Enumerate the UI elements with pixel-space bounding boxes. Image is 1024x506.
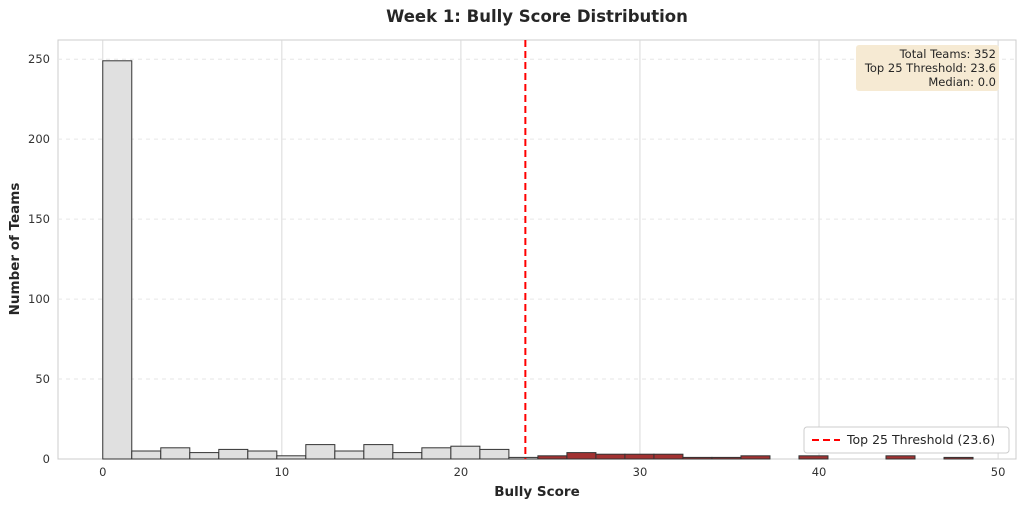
x-tick-label: 30 bbox=[633, 465, 648, 479]
histogram-bar-highlight bbox=[798, 455, 829, 460]
histogram-bar bbox=[334, 450, 365, 460]
y-tick-label: 50 bbox=[35, 372, 50, 386]
histogram-bar bbox=[363, 444, 394, 460]
y-axis-title: Number of Teams bbox=[7, 183, 23, 316]
stats-box-background bbox=[856, 45, 999, 91]
histogram-bar bbox=[276, 455, 307, 460]
plot-area bbox=[57, 39, 1017, 460]
histogram-bar bbox=[421, 447, 452, 460]
stats-line-total: Total Teams: 352 bbox=[899, 47, 996, 61]
histogram-bar-highlight bbox=[943, 456, 974, 460]
x-axis-title: Bully Score bbox=[494, 484, 579, 500]
stats-line-median: Median: 0.0 bbox=[928, 75, 996, 89]
x-tick-labels: 0 10 20 30 40 50 bbox=[99, 465, 1005, 479]
histogram-bar bbox=[218, 448, 249, 460]
histogram-bar bbox=[160, 447, 191, 460]
histogram-bar bbox=[189, 452, 220, 460]
histogram-bar-highlight bbox=[624, 453, 655, 460]
histogram-bar bbox=[102, 60, 133, 460]
histogram-bar bbox=[131, 450, 162, 460]
histogram-bars bbox=[102, 60, 974, 460]
y-tick-labels: 0 50 100 150 200 250 bbox=[28, 52, 50, 466]
histogram-bar-highlight bbox=[682, 456, 713, 460]
legend-box bbox=[803, 426, 1010, 454]
x-tick-label: 50 bbox=[991, 465, 1006, 479]
histogram-bar bbox=[392, 452, 423, 460]
x-tick-label: 40 bbox=[812, 465, 827, 479]
histogram-bar bbox=[479, 448, 510, 460]
y-tick-label: 100 bbox=[28, 292, 50, 306]
histogram-bar-highlight bbox=[537, 455, 568, 460]
histogram-bar-highlight bbox=[711, 456, 742, 460]
x-tick-label: 20 bbox=[454, 465, 469, 479]
y-tick-label: 250 bbox=[28, 52, 50, 66]
x-tick-label: 0 bbox=[99, 465, 106, 479]
histogram-bar bbox=[450, 445, 481, 460]
histogram-bar-highlight bbox=[740, 455, 771, 460]
histogram-bar bbox=[305, 444, 336, 460]
legend-label-threshold: Top 25 Threshold (23.6) bbox=[846, 432, 995, 447]
histogram-bar-highlight bbox=[653, 453, 684, 460]
stats-line-threshold: Top 25 Threshold: 23.6 bbox=[864, 61, 996, 75]
chart-title: Week 1: Bully Score Distribution bbox=[386, 7, 688, 26]
histogram-bar bbox=[247, 450, 278, 460]
x-tick-label: 10 bbox=[275, 465, 290, 479]
histogram-bar-highlight bbox=[595, 453, 626, 460]
histogram-bar-highlight bbox=[885, 455, 916, 460]
histogram-bar-highlight bbox=[566, 452, 597, 460]
y-tick-label: 200 bbox=[28, 132, 50, 146]
histogram-bar bbox=[508, 456, 539, 460]
y-tick-label: 0 bbox=[43, 452, 50, 466]
legend: Top 25 Threshold (23.6) bbox=[803, 426, 1010, 454]
y-tick-label: 150 bbox=[28, 212, 50, 226]
stats-box: Total Teams: 352 Top 25 Threshold: 23.6 … bbox=[856, 45, 999, 91]
